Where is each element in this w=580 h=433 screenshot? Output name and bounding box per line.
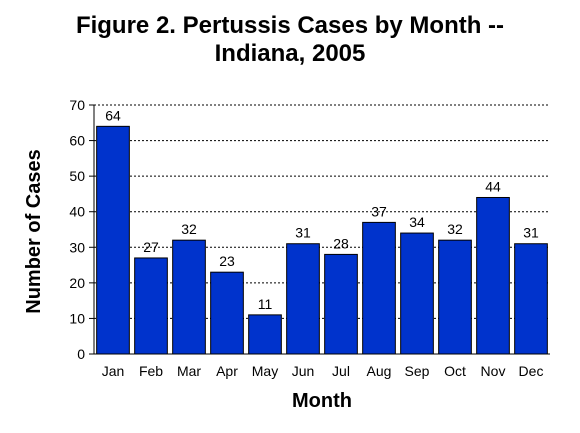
x-tick-label: Jun — [292, 363, 315, 379]
data-label-feb: 27 — [143, 239, 159, 255]
y-tick-label: 30 — [69, 239, 85, 255]
data-label-jan: 64 — [105, 107, 121, 123]
data-label-aug: 37 — [371, 203, 387, 219]
data-label-sep: 34 — [409, 214, 425, 230]
bar-jun — [286, 243, 320, 355]
bar-nov — [476, 196, 510, 355]
x-tick-label: May — [252, 363, 278, 379]
bar-sep — [400, 232, 434, 355]
data-label-mar: 32 — [181, 221, 197, 237]
x-tick-label: Jul — [332, 363, 350, 379]
chart-title-line2: Indiana, 2005 — [214, 40, 366, 67]
x-tick-label: Oct — [444, 363, 466, 379]
y-tick-label: 70 — [69, 97, 85, 113]
bar-may — [248, 314, 282, 355]
data-label-jun: 31 — [295, 225, 311, 241]
x-tick-label: Aug — [367, 363, 392, 379]
data-label-apr: 23 — [219, 253, 235, 269]
x-tick-label: Dec — [519, 363, 544, 379]
bar-mar — [172, 239, 206, 355]
labels: 0 10 20 30 40 50 60 70 64 Jan 27 Feb 32 Mar 23 Apr 11 May… — [69, 97, 543, 379]
chart-title-line1: Figure 2. Pertussis Cases by Month -- — [75, 12, 505, 39]
bars — [96, 125, 548, 355]
y-tick-label: 40 — [69, 204, 85, 220]
chart-title: Figure 2. Pertussis Cases by Month -- In… — [0, 12, 580, 68]
bar-dec — [514, 243, 548, 355]
y-tick-label: 60 — [69, 133, 85, 149]
x-tick-label: Feb — [139, 363, 163, 379]
data-label-may: 11 — [258, 296, 273, 312]
x-tick-label: Jan — [102, 363, 125, 379]
bar-apr — [210, 271, 244, 355]
x-tick-label: Mar — [177, 363, 201, 379]
x-tick-label: Apr — [216, 363, 238, 379]
y-tick-label: 0 — [77, 346, 85, 362]
x-tick-label: Sep — [405, 363, 430, 379]
bar-jan — [96, 125, 130, 355]
bar-feb — [134, 257, 168, 355]
bar-oct — [438, 239, 472, 355]
data-label-nov: 44 — [485, 178, 501, 194]
data-label-jul: 28 — [333, 235, 349, 251]
x-tick-label: Nov — [481, 363, 506, 379]
data-label-oct: 32 — [447, 221, 463, 237]
bar-aug — [362, 221, 396, 355]
x-axis-title: Month — [292, 390, 352, 412]
y-tick-label: 20 — [69, 275, 85, 291]
axes — [89, 104, 550, 355]
data-label-dec: 31 — [523, 225, 539, 241]
bar-jul — [324, 253, 358, 355]
gridlines — [94, 104, 550, 319]
y-tick-label: 50 — [69, 168, 85, 184]
y-axis-title: Number of Cases — [23, 149, 45, 314]
y-tick-label: 10 — [69, 310, 85, 326]
